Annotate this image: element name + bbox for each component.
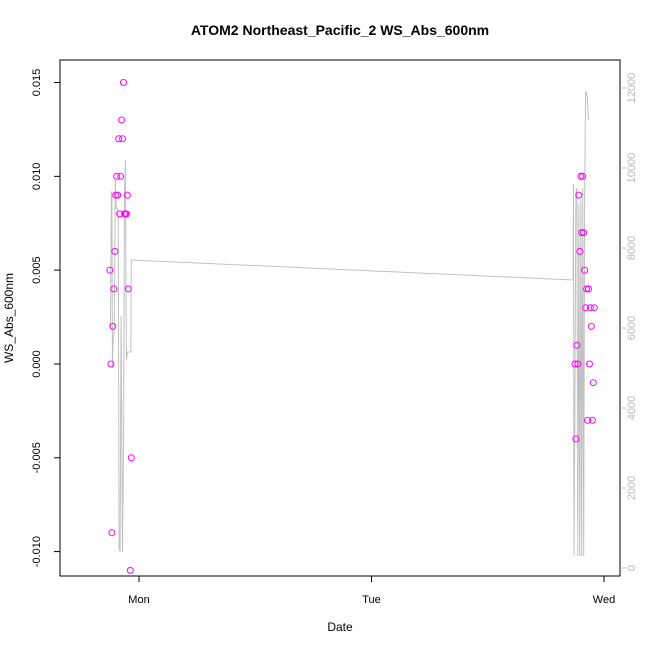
data-point <box>110 285 118 293</box>
y-axis-label: WS_Abs_600nm <box>2 273 16 363</box>
data-point <box>118 116 126 124</box>
data-point <box>574 360 582 368</box>
data-point <box>119 135 126 143</box>
chart-title: ATOM2 Northeast_Pacific_2 WS_Abs_600nm <box>191 22 489 38</box>
data-point <box>577 172 585 180</box>
right-y-tick-label: 8000 <box>626 236 638 260</box>
data-point <box>575 191 583 199</box>
data-point <box>109 322 117 330</box>
data-point <box>117 172 125 180</box>
line-series <box>109 91 589 557</box>
right-y-tick-label: 0 <box>626 565 638 571</box>
data-point <box>589 379 597 387</box>
data-point <box>576 247 584 255</box>
data-point <box>123 191 131 199</box>
data-point <box>572 435 580 443</box>
data-point <box>126 566 134 574</box>
data-point <box>587 322 595 330</box>
left-y-axis: -0.010 -0.005 0.000 0.005 0.010 0.015 <box>31 69 60 567</box>
x-axis: Mon Tue Wed <box>128 576 615 606</box>
data-point <box>588 416 596 424</box>
data-point <box>586 360 593 368</box>
x-tick-label: Tue <box>362 594 381 606</box>
x-tick-label: Mon <box>128 594 149 606</box>
right-y-axis: 0 2000 4000 6000 8000 10000 12000 <box>620 73 638 571</box>
left-y-tick-label: 0.000 <box>31 350 43 378</box>
right-y-tick-label: 12000 <box>626 73 638 104</box>
data-point <box>579 172 587 180</box>
data-point <box>578 229 586 237</box>
data-point <box>127 454 135 462</box>
data-point <box>581 266 589 274</box>
data-point <box>582 304 590 312</box>
plot-frame <box>59 59 621 577</box>
data-point <box>114 191 122 199</box>
right-y-tick-label: 2000 <box>626 476 638 500</box>
data-point <box>115 135 123 143</box>
left-y-tick-label: -0.010 <box>31 536 43 567</box>
data-point <box>122 210 130 218</box>
x-tick-label: Wed <box>593 594 615 606</box>
data-point <box>573 341 581 349</box>
data-point <box>585 285 592 293</box>
data-point <box>571 360 579 368</box>
left-y-tick-label: -0.005 <box>31 442 43 473</box>
data-point <box>107 360 115 368</box>
data-point <box>586 304 594 312</box>
left-y-tick-label: 0.005 <box>31 256 43 284</box>
data-point <box>106 266 114 274</box>
right-y-tick-label: 4000 <box>626 396 638 420</box>
data-point <box>113 172 121 180</box>
data-point <box>580 229 588 237</box>
left-y-tick-label: 0.015 <box>31 69 43 97</box>
x-axis-label: Date <box>327 620 353 634</box>
left-y-tick-label: 0.010 <box>31 163 43 191</box>
data-point <box>583 285 591 293</box>
data-point <box>120 79 127 86</box>
data-point <box>112 191 120 199</box>
right-y-tick-label: 10000 <box>626 153 638 184</box>
data-point <box>108 529 116 537</box>
right-y-tick-label: 6000 <box>626 316 638 340</box>
data-point <box>111 247 119 255</box>
data-point <box>124 285 132 293</box>
data-point <box>590 304 598 312</box>
series-line <box>109 91 589 557</box>
data-point <box>584 416 591 424</box>
scatter-series <box>106 79 598 574</box>
